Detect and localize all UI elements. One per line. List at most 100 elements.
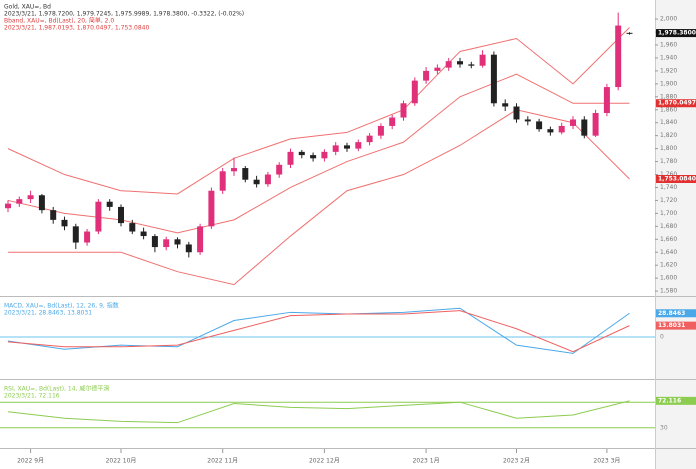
candle-body bbox=[287, 151, 294, 165]
candle-body bbox=[581, 119, 588, 136]
legend-line: Gold, XAU=, Bd bbox=[4, 4, 51, 11]
candle-body bbox=[423, 70, 430, 81]
candle-body bbox=[310, 155, 317, 159]
y-tick-label: 1,940 bbox=[660, 54, 677, 61]
candle-body bbox=[502, 103, 509, 107]
y-tick-label: 1,580 bbox=[660, 288, 677, 295]
candle-body bbox=[276, 164, 283, 175]
legend-line: RSI, XAU=, Bd(Last), 14, 威尔德平滑 bbox=[4, 385, 109, 393]
candle-body bbox=[163, 239, 170, 248]
value-tag-label: 28.8463 bbox=[658, 310, 685, 317]
candle-body bbox=[389, 117, 396, 126]
candle-body bbox=[61, 219, 68, 227]
y-tick-label: 1,920 bbox=[660, 67, 677, 74]
y-tick-label: 1,600 bbox=[660, 275, 677, 282]
candle-body bbox=[524, 119, 531, 122]
legend-line: 2023/3/21, 72.116 bbox=[4, 393, 60, 400]
candle-body bbox=[366, 135, 373, 143]
candle-body bbox=[626, 32, 633, 34]
candle-body bbox=[253, 179, 260, 185]
candle-body bbox=[208, 190, 215, 227]
axis-background bbox=[655, 0, 696, 469]
y-tick-label: 1,900 bbox=[660, 80, 677, 87]
x-tick-label: 2022 9月 bbox=[17, 458, 44, 465]
y-tick-label: 1,880 bbox=[660, 93, 677, 100]
value-tag bbox=[656, 396, 696, 405]
candle-body bbox=[570, 119, 576, 126]
candle-body bbox=[536, 121, 543, 130]
candle-body bbox=[106, 201, 113, 207]
candle-body bbox=[592, 112, 599, 136]
y-tick-label: 1,800 bbox=[660, 145, 677, 152]
candle-body bbox=[84, 231, 91, 243]
candle-body bbox=[377, 125, 384, 136]
x-tick-label: 2023 1月 bbox=[413, 458, 440, 465]
legend-line: Bband, XAU=, Bd(Last), 20, 简单, 2.0 bbox=[4, 17, 114, 25]
candle-body bbox=[445, 61, 452, 68]
candle-body bbox=[547, 129, 554, 133]
bollinger-band bbox=[7, 27, 630, 195]
candle-body bbox=[434, 67, 441, 71]
candle-body bbox=[5, 203, 11, 209]
y-tick-label: 1,680 bbox=[660, 223, 677, 230]
x-tick-label: 2022 11月 bbox=[207, 458, 238, 465]
candle-body bbox=[219, 171, 226, 191]
y-tick-label: 1,620 bbox=[660, 262, 677, 269]
y-tick-label: 2,000 bbox=[660, 16, 677, 23]
candle-body bbox=[95, 201, 102, 232]
candle-body bbox=[50, 210, 57, 220]
value-tag-label: 13.8031 bbox=[658, 322, 685, 329]
y-tick-label: 1,860 bbox=[660, 106, 677, 113]
bollinger-band bbox=[8, 109, 630, 286]
candle-body bbox=[457, 61, 463, 65]
x-tick-label: 2023 2月 bbox=[503, 458, 530, 465]
value-tag bbox=[656, 99, 696, 108]
value-tag bbox=[656, 29, 696, 38]
candle-body bbox=[468, 64, 475, 66]
candle-body bbox=[298, 151, 305, 156]
candle-body bbox=[197, 226, 204, 253]
legend-line: MACD, XAU=, Bd(Last), 12, 26, 9, 指数 bbox=[4, 302, 119, 310]
value-tag-label: 1,978.3800 bbox=[658, 30, 696, 37]
x-tick-label: 2023 3月 bbox=[593, 458, 620, 465]
value-tag-label: 72.116 bbox=[658, 397, 681, 404]
y-tick-label: 1,660 bbox=[660, 236, 677, 243]
candle-body bbox=[185, 244, 192, 253]
y-tick-label: 1,760 bbox=[660, 171, 677, 178]
y-tick-label: 1,720 bbox=[660, 197, 677, 204]
value-tag bbox=[656, 175, 696, 184]
candle-body bbox=[151, 236, 158, 248]
candle-body bbox=[400, 103, 407, 118]
candle-body bbox=[615, 25, 622, 88]
candle-body bbox=[118, 206, 124, 224]
y-tick-label: 1,780 bbox=[660, 158, 677, 165]
value-tag bbox=[656, 309, 696, 318]
candle-body bbox=[344, 145, 350, 149]
candle-body bbox=[355, 142, 362, 149]
legend-line: 2023/3/21, 1,987.0193, 1,870.0497, 1,753… bbox=[4, 25, 149, 32]
candle-body bbox=[603, 87, 610, 113]
candle-body bbox=[242, 168, 249, 180]
value-tag bbox=[656, 321, 696, 330]
y-tick-label: 1,640 bbox=[660, 249, 677, 256]
value-tag-label: 1,753.0840 bbox=[658, 176, 696, 183]
candle-body bbox=[27, 195, 34, 200]
y-tick-label: 1,820 bbox=[660, 132, 677, 139]
y-tick-label: 30 bbox=[660, 424, 668, 431]
candle-body bbox=[513, 106, 520, 120]
candle-body bbox=[411, 80, 418, 104]
x-tick-label: 2022 12月 bbox=[309, 458, 340, 465]
indicator-line bbox=[7, 310, 630, 353]
y-tick-label: 1,740 bbox=[660, 184, 677, 191]
candle-body bbox=[72, 226, 79, 243]
candle-body bbox=[558, 125, 565, 133]
value-tag-label: 1,870.0497 bbox=[658, 100, 696, 107]
y-tick-label: 0 bbox=[660, 333, 664, 340]
y-tick-label: 1,960 bbox=[660, 41, 677, 48]
legend-line: 2023/3/21, 28.8463, 13.8031 bbox=[4, 310, 92, 317]
candle-body bbox=[321, 151, 328, 159]
candle-body bbox=[264, 174, 271, 185]
bollinger-band bbox=[7, 73, 630, 234]
candle-body bbox=[38, 195, 45, 211]
